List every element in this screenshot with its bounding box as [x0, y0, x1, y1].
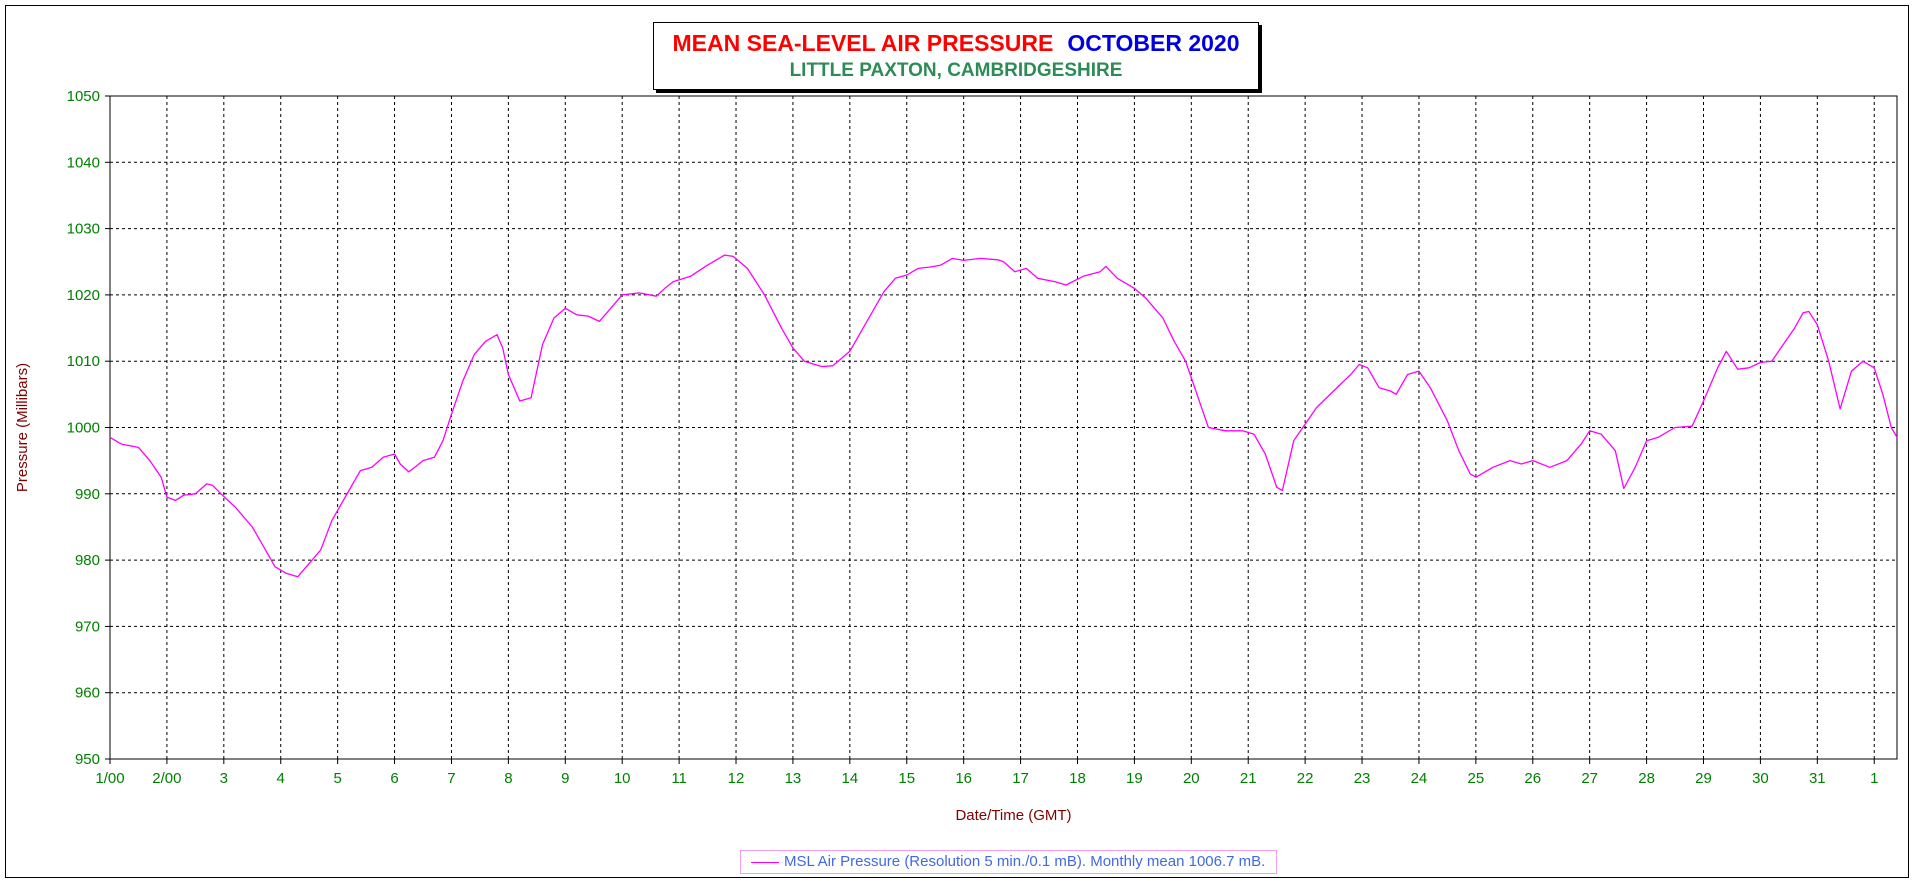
legend: MSL Air Pressure (Resolution 5 min./0.1 …	[740, 850, 1277, 874]
chart-subtitle: LITTLE PAXTON, CAMBRIDGESHIRE	[789, 60, 1123, 81]
y-tick-label: 1030	[67, 221, 100, 238]
x-tick-label: 30	[1752, 770, 1769, 787]
x-tick-label: 22	[1297, 770, 1314, 787]
x-tick-label: 8	[504, 770, 512, 787]
chart-title-line: MEAN SEA-LEVEL AIR PRESSURE OCTOBER 2020	[654, 30, 1258, 57]
y-tick-label: 1020	[67, 287, 100, 304]
x-tick-label: 16	[955, 770, 972, 787]
x-tick-labels: 1/00 2/00 3 4 5 6 7 8 9 10 11 12 13 14 15 16 17 18 19 20 21 2…	[95, 770, 1878, 787]
x-tick-label: 25	[1468, 770, 1485, 787]
x-tick-label: 2/00	[152, 770, 181, 787]
y-axis-title: Pressure (Millibars)	[14, 363, 31, 492]
y-tick-label: 950	[75, 751, 100, 768]
x-tick-label: 1	[1870, 770, 1878, 787]
chart-title: MEAN SEA-LEVEL AIR PRESSURE	[672, 30, 1054, 56]
y-tick-label: 1040	[67, 154, 100, 171]
x-tick-label: 15	[898, 770, 915, 787]
x-tick-label: 3	[220, 770, 228, 787]
x-tick-label: 29	[1695, 770, 1712, 787]
chart-title-month: OCTOBER 2020	[1067, 30, 1240, 56]
y-tick-label: 1050	[67, 88, 100, 105]
x-axis-title: Date/Time (GMT)	[955, 807, 1071, 824]
x-tick-label: 7	[447, 770, 455, 787]
series-layer	[109, 254, 1898, 578]
x-tick-label: 1/00	[95, 770, 124, 787]
x-tick-label: 5	[333, 770, 341, 787]
x-tick-label: 23	[1354, 770, 1371, 787]
x-tick-label: 6	[390, 770, 398, 787]
x-tick-label: 27	[1581, 770, 1598, 787]
y-tick-labels: 1050 1040 1030 1020 1010 1000 990 980 970 960 950	[67, 88, 100, 768]
x-tick-label: 26	[1524, 770, 1541, 787]
x-tick-label: 19	[1126, 770, 1143, 787]
x-tick-label: 24	[1411, 770, 1428, 787]
x-tick-label: 17	[1012, 770, 1029, 787]
chart-title-box: MEAN SEA-LEVEL AIR PRESSURE OCTOBER 2020 …	[653, 22, 1259, 90]
y-tick-label: 970	[75, 618, 100, 635]
series-line-msl-pressure	[109, 254, 1898, 578]
y-tick-label: 980	[75, 552, 100, 569]
x-tick-label: 18	[1069, 770, 1086, 787]
legend-entry: MSL Air Pressure (Resolution 5 min./0.1 …	[784, 853, 1266, 871]
y-tick-label: 990	[75, 486, 100, 503]
x-tick-label: 4	[277, 770, 285, 787]
y-tick-label: 960	[75, 685, 100, 702]
x-tick-label: 12	[728, 770, 745, 787]
y-tick-label: 1010	[67, 353, 100, 370]
x-tick-label: 31	[1809, 770, 1826, 787]
x-tick-label: 20	[1183, 770, 1200, 787]
x-tick-label: 9	[561, 770, 569, 787]
x-tick-label: 11	[671, 770, 687, 787]
x-tick-label: 13	[785, 770, 802, 787]
x-tick-label: 28	[1638, 770, 1655, 787]
x-tick-label: 10	[614, 770, 631, 787]
grid-lines	[105, 95, 1897, 764]
x-tick-label: 21	[1240, 770, 1257, 787]
y-tick-label: 1000	[67, 420, 100, 437]
x-tick-label: 14	[841, 770, 858, 787]
legend-swatch	[751, 861, 779, 863]
